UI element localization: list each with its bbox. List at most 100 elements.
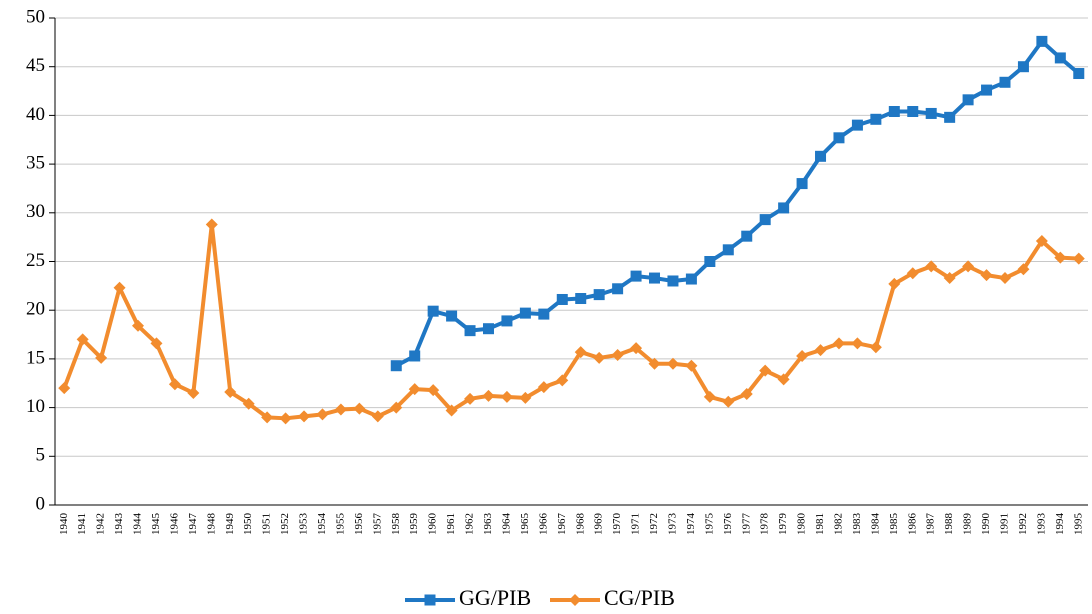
point bbox=[575, 293, 587, 305]
x-tick-label: 1953 bbox=[298, 513, 310, 536]
y-tick-label: 25 bbox=[26, 250, 45, 271]
point bbox=[408, 383, 421, 396]
x-tick-label: 1980 bbox=[796, 513, 808, 536]
point bbox=[1017, 263, 1030, 276]
x-tick-label: 1942 bbox=[95, 513, 107, 535]
x-tick-label: 1972 bbox=[648, 513, 660, 535]
point bbox=[778, 202, 790, 214]
point bbox=[851, 119, 863, 131]
point bbox=[390, 360, 402, 372]
point bbox=[962, 260, 975, 273]
x-tick-label: 1967 bbox=[556, 513, 568, 536]
point bbox=[556, 293, 568, 305]
x-tick-label: 1981 bbox=[814, 513, 826, 535]
point bbox=[593, 351, 606, 364]
y-tick-label: 45 bbox=[26, 55, 45, 76]
point bbox=[574, 346, 587, 359]
point bbox=[1073, 68, 1085, 80]
x-tick-label: 1976 bbox=[722, 513, 734, 536]
point bbox=[464, 392, 477, 405]
point bbox=[740, 387, 753, 400]
x-tick-label: 1956 bbox=[353, 513, 365, 536]
point bbox=[870, 113, 882, 125]
line bbox=[62, 222, 1079, 421]
point bbox=[759, 214, 771, 226]
point bbox=[796, 178, 808, 190]
x-tick-label: 1978 bbox=[759, 513, 771, 536]
x-tick-label: 1945 bbox=[150, 513, 162, 536]
x-tick-label: 1983 bbox=[851, 513, 863, 536]
point bbox=[409, 350, 421, 362]
x-tick-label: 1989 bbox=[962, 513, 974, 536]
x-tick-label: 1963 bbox=[482, 513, 494, 536]
point bbox=[611, 349, 624, 362]
point bbox=[482, 323, 494, 335]
x-tick-label: 1952 bbox=[279, 513, 291, 535]
x-tick-label: 1951 bbox=[261, 513, 273, 535]
x-tick-label: 1979 bbox=[777, 513, 789, 536]
point bbox=[722, 244, 734, 256]
point bbox=[464, 325, 476, 337]
x-tick-label: 1973 bbox=[666, 513, 678, 536]
x-tick-label: 1959 bbox=[408, 513, 420, 536]
point bbox=[279, 412, 292, 425]
point bbox=[1036, 35, 1048, 47]
point bbox=[981, 84, 993, 96]
point bbox=[630, 270, 642, 282]
point bbox=[353, 402, 366, 415]
x-tick-label: 1993 bbox=[1035, 513, 1047, 536]
point bbox=[998, 272, 1011, 285]
x-tick-label: 1974 bbox=[685, 513, 697, 536]
point bbox=[482, 389, 495, 402]
point bbox=[999, 76, 1011, 88]
point bbox=[833, 132, 845, 144]
point bbox=[944, 111, 956, 123]
point bbox=[925, 260, 938, 273]
point bbox=[58, 382, 71, 395]
y-tick-label: 0 bbox=[36, 493, 46, 514]
series bbox=[58, 218, 1085, 425]
y-tick-label: 50 bbox=[26, 6, 45, 27]
legend-label: CG/PIB bbox=[604, 585, 675, 610]
point bbox=[150, 337, 163, 350]
point bbox=[316, 408, 329, 421]
point bbox=[722, 395, 735, 408]
point bbox=[501, 315, 513, 327]
point bbox=[427, 305, 439, 317]
x-tick-label: 1992 bbox=[1017, 513, 1029, 535]
x-tick-label: 1954 bbox=[316, 513, 328, 536]
legend-marker bbox=[424, 594, 436, 606]
x-tick-label: 1990 bbox=[980, 513, 992, 536]
point bbox=[962, 94, 974, 106]
point bbox=[814, 344, 827, 357]
point bbox=[205, 218, 218, 231]
x-tick-label: 1971 bbox=[630, 513, 642, 535]
x-tick-label: 1982 bbox=[833, 513, 845, 535]
point bbox=[777, 373, 790, 386]
point bbox=[95, 351, 108, 364]
point bbox=[187, 386, 200, 399]
point bbox=[648, 357, 661, 370]
x-tick-label: 1965 bbox=[519, 513, 531, 536]
x-tick-label: 1940 bbox=[58, 513, 70, 536]
x-tick-label: 1975 bbox=[703, 513, 715, 536]
point bbox=[906, 267, 919, 280]
x-tick-label: 1970 bbox=[611, 513, 623, 536]
point bbox=[612, 283, 624, 295]
point bbox=[593, 289, 605, 301]
point bbox=[851, 337, 864, 350]
point bbox=[685, 273, 697, 285]
point bbox=[685, 359, 698, 372]
point bbox=[907, 106, 919, 118]
x-tick-label: 1941 bbox=[76, 513, 88, 535]
x-tick-label: 1969 bbox=[593, 513, 605, 536]
x-tick-label: 1995 bbox=[1072, 513, 1084, 536]
y-tick-label: 40 bbox=[26, 104, 45, 125]
x-tick-label: 1968 bbox=[574, 513, 586, 536]
point bbox=[1017, 61, 1029, 73]
point bbox=[113, 281, 126, 294]
point bbox=[759, 364, 772, 377]
x-tick-label: 1984 bbox=[869, 513, 881, 536]
y-tick-label: 30 bbox=[26, 201, 45, 222]
